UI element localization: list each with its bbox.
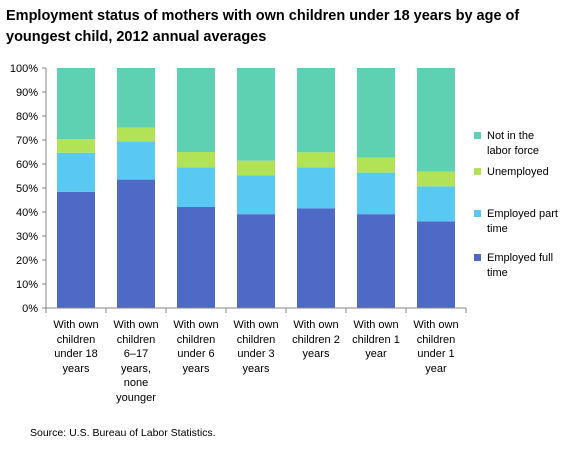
bar-segment <box>357 68 395 158</box>
y-tick-label: 60% <box>16 159 38 171</box>
bar-segment <box>177 68 215 152</box>
bar-segment <box>417 68 455 172</box>
bar-segment <box>117 179 155 308</box>
bar-segment <box>297 68 335 153</box>
chart-title: Employment status of mothers with own ch… <box>6 6 566 48</box>
x-tick-label: With own children under 18 years <box>47 318 105 376</box>
bar-segment <box>57 139 95 153</box>
x-tick-label-line: years <box>182 362 210 375</box>
chart-title-line: Employment status of mothers with own ch… <box>6 8 520 24</box>
bar-segment <box>177 206 215 308</box>
y-tick-label: 80% <box>16 111 38 123</box>
bar-segment <box>117 127 155 142</box>
legend-swatch <box>474 132 481 139</box>
legend-label: labor force <box>487 145 539 157</box>
x-tick-label-line: With own <box>233 319 279 331</box>
bar-segment <box>357 172 395 215</box>
x-tick-label-line: With own <box>353 319 399 331</box>
y-tick-label: 0% <box>22 303 38 315</box>
bar-segment <box>357 157 395 173</box>
x-tick-label: With own children 2 years <box>287 318 345 362</box>
x-tick-label: With own children under 1 year <box>407 318 465 376</box>
source-note: Source: U.S. Bureau of Labor Statistics. <box>30 427 216 439</box>
x-tick-label-line: years, <box>121 362 151 375</box>
bar-segment <box>57 152 95 192</box>
x-tick-label: With own children under 3 years <box>227 318 285 376</box>
x-tick-label-line: With own <box>113 319 159 331</box>
x-tick-label-line: year <box>425 362 447 375</box>
x-tick-label-line: With own <box>53 319 99 331</box>
bar-segment <box>237 175 275 215</box>
legend-label: Unemployed <box>487 166 549 178</box>
x-tick-label-line: children 2 <box>292 333 340 346</box>
legend-swatch <box>474 254 481 261</box>
legend-label: time <box>487 223 508 235</box>
x-tick-label-line: children 1 <box>352 333 400 346</box>
x-tick-label-line: under 18 <box>54 348 98 361</box>
x-tick-label-line: under 6 <box>177 348 215 361</box>
x-tick-label-line: years <box>302 348 330 361</box>
bar-segment <box>237 160 275 176</box>
y-tick-label: 70% <box>16 135 38 147</box>
x-tick-label-line: children <box>236 333 276 346</box>
y-tick-label: 90% <box>16 87 38 99</box>
x-tick-label-line: none <box>123 377 149 390</box>
legend-swatch <box>474 210 481 217</box>
legend-label: Not in the <box>487 130 534 142</box>
chart-title-line: youngest child, 2012 annual averages <box>6 29 267 45</box>
x-tick-label-line: younger <box>116 391 156 404</box>
x-tick-label-line: With own <box>413 319 459 331</box>
bar-segment <box>117 141 155 180</box>
x-tick-label-line: 6–17 <box>123 348 149 361</box>
bar-segment <box>297 167 335 209</box>
legend-label: time <box>487 267 508 279</box>
y-tick-label: 10% <box>16 279 38 291</box>
x-tick-label-line: children <box>176 333 216 346</box>
bar-segment <box>357 214 395 308</box>
x-tick-label: With own children under 6 years <box>167 318 225 376</box>
bar-segment <box>297 152 335 168</box>
y-tick-label: 20% <box>16 255 38 267</box>
legend-label: Employed part <box>487 208 558 220</box>
x-tick-label: With own children 1 year <box>347 318 405 362</box>
bar-segment <box>417 186 455 222</box>
x-tick-label-line: years <box>242 362 270 375</box>
x-tick-label-line: children <box>416 333 456 346</box>
y-tick-label: 40% <box>16 207 38 219</box>
x-tick-label-line: children <box>116 333 156 346</box>
x-tick-label: With own children 6–17 years, none younger <box>107 318 165 406</box>
bar-segment <box>297 208 335 308</box>
x-tick-label-line: year <box>365 348 387 361</box>
bar-segment <box>237 68 275 161</box>
y-tick-label: 100% <box>10 63 38 75</box>
x-tick-label-line: under 3 <box>237 348 275 361</box>
bar-segment <box>117 68 155 128</box>
x-tick-label-line: With own <box>293 319 339 331</box>
bar-segment <box>417 221 455 308</box>
x-tick-label-line: With own <box>173 319 219 331</box>
y-tick-label: 30% <box>16 231 38 243</box>
bar-segment <box>237 214 275 308</box>
legend-swatch <box>474 168 481 175</box>
y-tick-label: 50% <box>16 183 38 195</box>
x-tick-label-line: years <box>62 362 90 375</box>
bar-segment <box>417 171 455 187</box>
legend-label: Employed full <box>487 252 553 264</box>
bar-segment <box>177 167 215 207</box>
x-tick-label-line: children <box>56 333 96 346</box>
bar-segment <box>57 191 95 308</box>
x-tick-label-line: under 1 <box>417 348 455 361</box>
bar-segment <box>57 68 95 140</box>
bar-segment <box>177 152 215 168</box>
